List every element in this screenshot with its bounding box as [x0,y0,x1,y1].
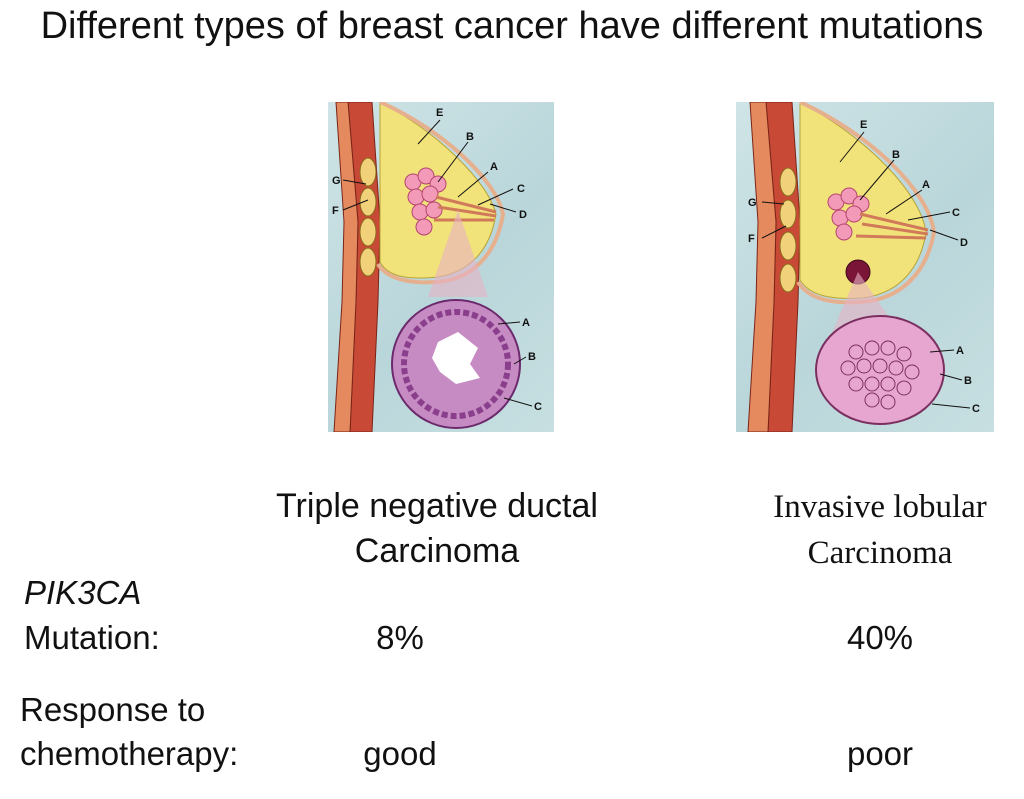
lobular-carcinoma-illustration: E B A C D G F A B C [736,102,994,432]
lobular-heading-line2: Carcinoma [807,535,953,571]
ductal-anatomy-drawing: E B A C D G F A B C [332,102,542,432]
lobular-heading-line1: Invasive lobular [773,489,987,525]
ductal-heading-line1: Triple negative ductal [276,487,598,525]
slide-title: Different types of breast cancer have di… [0,4,1024,48]
label-f: F [748,233,755,245]
cell-label-c: C [972,403,980,415]
label-a: A [490,161,498,173]
cell-label-c: C [534,401,542,413]
cell-label-b: B [964,375,972,387]
gene-name-label: PIK3CA [24,574,142,611]
label-b: B [466,131,474,143]
label-a: A [922,179,930,191]
response-row-label: Response to chemotherapy: [20,688,238,776]
mutation-row-label: Mutation: [24,619,160,656]
ductal-heading-line2: Carcinoma [354,532,520,570]
label-d: D [960,237,968,249]
cell-label-a: A [522,317,530,329]
label-e: E [436,107,443,119]
response-label-line1: Response to [20,691,206,728]
ductal-mutation-value: 8% [376,619,424,656]
cell-label-b: B [528,351,536,363]
label-g: G [748,197,757,209]
label-f: F [332,205,339,217]
label-c: C [517,183,525,195]
label-d: D [519,209,527,221]
label-g: G [332,175,341,187]
lobular-anatomy-drawing: E B A C D G F A B C [747,102,980,432]
label-c: C [952,207,960,219]
ductal-carcinoma-heading: Triple negative ductal Carcinoma [232,484,642,574]
lobular-carcinoma-heading: Invasive lobular Carcinoma [730,484,1024,576]
lobular-response-value: poor [846,735,914,772]
cell-label-a: A [956,345,964,357]
response-label-line2: chemotherapy: [20,735,239,772]
label-b: B [892,149,900,161]
label-e: E [860,119,867,131]
ductal-carcinoma-illustration: E B A C D G F A B C [328,102,554,432]
ductal-response-value: good [363,735,437,772]
lobular-mutation-value: 40% [846,619,914,656]
slide-title-text: Different types of breast cancer have di… [40,5,984,47]
